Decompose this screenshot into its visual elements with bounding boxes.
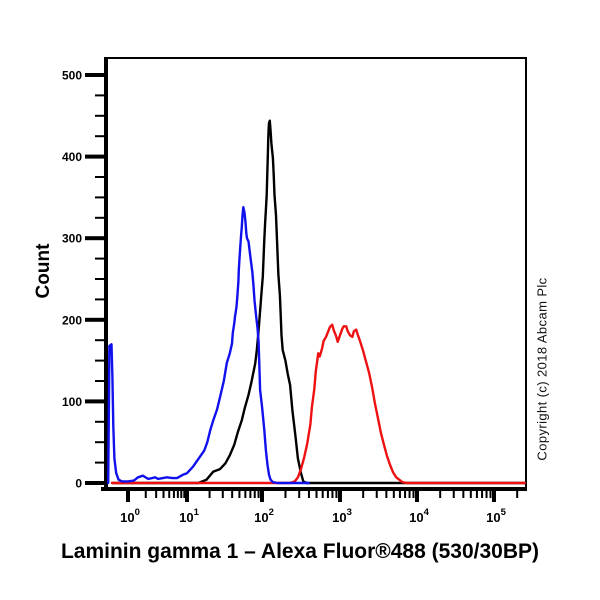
plot-border-right <box>525 57 527 488</box>
series-blue-curve <box>106 205 310 485</box>
x-axis-minor-tick <box>172 491 175 498</box>
x-axis-major-tick <box>338 491 342 502</box>
y-axis-minor-tick <box>95 278 104 280</box>
x-axis-minor-tick <box>321 491 324 498</box>
x-axis-minor-tick <box>284 491 287 498</box>
x-axis-minor-tick <box>155 491 158 498</box>
y-axis-minor-tick <box>95 359 104 362</box>
y-axis-minor-tick <box>95 441 104 444</box>
y-axis-minor-tick <box>95 176 104 178</box>
y-axis-minor-tick <box>95 380 104 382</box>
x-axis-major-tick <box>492 491 496 502</box>
x-axis-minor-tick <box>315 491 318 498</box>
x-axis-tick-label: 100 <box>120 507 140 525</box>
x-axis-minor-tick <box>183 491 186 498</box>
x-axis-minor-tick <box>439 491 442 498</box>
x-axis-major-tick <box>415 491 419 502</box>
x-axis-tick-label: 103 <box>332 507 352 525</box>
x-axis-minor-tick <box>144 491 147 498</box>
y-axis-minor-tick <box>95 114 104 117</box>
x-axis-major-tick <box>260 491 264 502</box>
y-axis-major-tick <box>85 236 104 241</box>
series-black-curve <box>110 119 526 485</box>
x-axis-minor-tick <box>331 491 334 498</box>
y-axis-minor-tick <box>95 196 104 199</box>
y-axis-major-tick <box>85 317 104 322</box>
x-axis-minor-tick <box>475 491 478 498</box>
x-axis-major-tick <box>126 491 130 502</box>
y-axis-tick-label: 100 <box>62 395 82 409</box>
x-axis-minor-tick <box>375 491 378 498</box>
y-axis-tick-label: 200 <box>62 313 82 327</box>
y-axis-minor-tick <box>95 339 104 342</box>
x-axis-minor-tick <box>385 491 388 498</box>
y-axis-major-tick <box>85 399 104 404</box>
x-axis-tick-label: 104 <box>409 507 429 525</box>
y-axis-minor-tick <box>95 461 104 464</box>
x-axis-minor-tick <box>408 491 411 498</box>
figure-caption: Laminin gamma 1 – Alexa Fluor®488 (530/3… <box>60 540 540 563</box>
x-axis-minor-tick <box>392 491 395 498</box>
y-axis-minor-tick <box>95 94 104 97</box>
x-axis-tick-label: 105 <box>486 507 506 525</box>
x-axis-minor-tick <box>412 491 415 498</box>
plot-border-top <box>106 57 526 59</box>
y-axis-title: Count <box>33 243 54 299</box>
x-axis-minor-tick <box>489 491 492 498</box>
x-axis-minor-tick <box>176 491 179 498</box>
x-axis-minor-tick <box>257 491 260 498</box>
x-axis-line <box>101 487 527 491</box>
y-axis-tick-label: 0 <box>75 477 82 491</box>
x-axis-minor-tick <box>398 491 401 498</box>
y-axis-minor-tick <box>95 135 104 138</box>
y-axis-major-tick <box>85 481 104 485</box>
x-axis-minor-tick <box>168 491 171 498</box>
x-axis-tick-label: 101 <box>179 507 199 525</box>
x-axis-minor-tick <box>231 491 234 498</box>
y-axis-major-tick <box>85 73 104 77</box>
copyright-note: Copyright (c) 2018 Abcam Plc <box>534 277 550 461</box>
y-axis-tick-label: 400 <box>62 150 82 164</box>
x-axis-minor-tick <box>253 491 256 498</box>
x-axis-minor-tick <box>298 491 301 498</box>
y-axis-minor-tick <box>95 298 104 301</box>
series-red-curve <box>110 323 526 485</box>
x-axis-minor-tick <box>208 491 211 498</box>
y-axis-minor-tick <box>95 257 104 260</box>
x-axis-minor-tick <box>326 491 329 498</box>
x-axis-minor-tick <box>469 491 472 498</box>
x-axis-minor-tick <box>335 491 338 498</box>
y-axis-minor-tick <box>95 420 104 423</box>
y-axis-minor-tick <box>95 216 104 219</box>
x-axis-minor-tick <box>362 491 365 498</box>
x-axis-minor-tick <box>162 491 165 498</box>
x-axis-minor-tick <box>485 491 488 498</box>
x-axis-minor-tick <box>238 491 241 498</box>
x-axis-minor-tick <box>180 491 183 498</box>
x-axis-minor-tick <box>221 491 224 498</box>
x-axis-minor-tick <box>452 491 455 498</box>
x-axis-minor-tick <box>462 491 465 498</box>
x-axis-minor-tick <box>516 491 519 498</box>
x-axis-minor-tick <box>481 491 484 498</box>
y-axis-tick-label: 300 <box>62 232 82 246</box>
x-axis-minor-tick <box>404 491 407 498</box>
x-axis-minor-tick <box>307 491 310 498</box>
x-axis-major-tick <box>185 491 189 502</box>
x-axis-minor-tick <box>244 491 247 498</box>
x-axis-minor-tick <box>249 491 252 498</box>
y-axis-tick-label: 500 <box>62 69 82 83</box>
x-axis-tick-label: 102 <box>254 507 274 525</box>
y-axis-line <box>104 57 108 491</box>
y-axis-major-tick <box>85 154 104 159</box>
